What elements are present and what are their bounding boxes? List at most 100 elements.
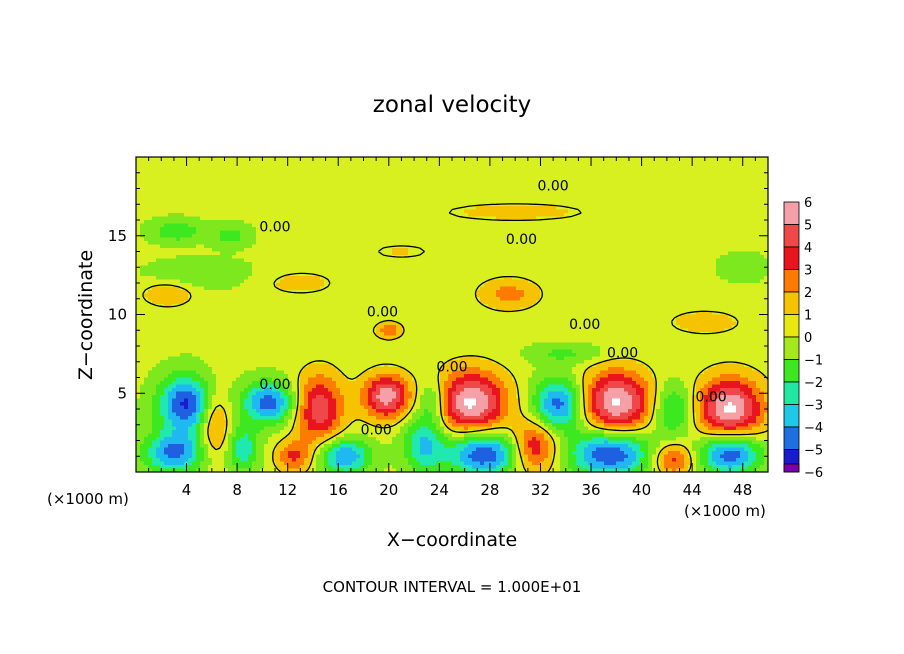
- field-cell: [764, 258, 768, 263]
- field-cell: [256, 230, 261, 235]
- field-cell: [352, 195, 357, 200]
- field-cell: [224, 220, 229, 225]
- field-cell: [460, 262, 465, 267]
- field-cell: [432, 230, 437, 235]
- field-cell: [312, 157, 317, 162]
- field-cell: [308, 185, 313, 190]
- field-cell: [596, 262, 601, 267]
- field-cell: [324, 206, 329, 211]
- field-cell: [404, 216, 409, 221]
- field-cell: [200, 199, 205, 204]
- field-cell: [220, 258, 225, 263]
- field-cell: [528, 181, 533, 186]
- field-cell: [728, 255, 733, 260]
- field-cell: [420, 185, 425, 190]
- field-cell: [184, 234, 189, 239]
- field-cell: [512, 220, 517, 225]
- field-cell: [412, 167, 417, 172]
- field-cell: [504, 185, 509, 190]
- field-cell: [228, 216, 233, 221]
- field-cell: [476, 227, 481, 232]
- field-cell: [148, 258, 153, 263]
- field-cell: [348, 251, 353, 256]
- field-cell: [700, 157, 705, 162]
- field-cell: [348, 241, 353, 246]
- field-cell: [444, 206, 449, 211]
- field-cell: [344, 265, 349, 270]
- field-cell: [232, 244, 237, 249]
- field-cell: [624, 174, 629, 179]
- field-cell: [580, 157, 585, 162]
- field-cell: [444, 164, 449, 169]
- field-cell: [312, 248, 317, 253]
- field-cell: [428, 237, 433, 242]
- field-cell: [376, 244, 381, 249]
- field-cell: [512, 185, 517, 190]
- field-cell: [372, 241, 377, 246]
- field-cell: [668, 160, 673, 165]
- field-cell: [528, 174, 533, 179]
- field-cell: [324, 220, 329, 225]
- field-cell: [628, 230, 633, 235]
- field-cell: [532, 248, 537, 253]
- field-cell: [156, 227, 161, 232]
- field-cell: [732, 206, 737, 211]
- field-cell: [612, 248, 617, 253]
- field-cell: [416, 171, 421, 176]
- field-cell: [684, 178, 689, 183]
- field-cell: [356, 255, 361, 260]
- field-cell: [352, 181, 357, 186]
- field-cell: [204, 206, 209, 211]
- field-cell: [576, 188, 581, 193]
- field-cell: [704, 241, 709, 246]
- field-cell: [160, 157, 165, 162]
- field-cell: [680, 237, 685, 242]
- field-cell: [700, 251, 705, 256]
- field-cell: [360, 237, 365, 242]
- field-cell: [692, 209, 697, 214]
- field-cell: [228, 265, 233, 270]
- field-cell: [412, 181, 417, 186]
- field-cell: [188, 223, 193, 228]
- field-cell: [636, 202, 641, 207]
- field-cell: [420, 220, 425, 225]
- field-cell: [144, 227, 149, 232]
- field-cell: [756, 213, 761, 218]
- field-cell: [272, 230, 277, 235]
- field-cell: [452, 244, 457, 249]
- field-cell: [604, 202, 609, 207]
- field-cell: [180, 174, 185, 179]
- field-cell: [248, 171, 253, 176]
- field-cell: [636, 164, 641, 169]
- field-cell: [548, 237, 553, 242]
- field-cell: [752, 216, 757, 221]
- field-cell: [532, 251, 537, 256]
- field-cell: [296, 265, 301, 270]
- field-cell: [500, 265, 505, 270]
- field-cell: [620, 262, 625, 267]
- field-cell: [764, 262, 768, 267]
- field-cell: [644, 262, 649, 267]
- field-cell: [260, 248, 265, 253]
- field-cell: [560, 220, 565, 225]
- field-cell: [380, 220, 385, 225]
- field-cell: [292, 244, 297, 249]
- field-cell: [564, 220, 569, 225]
- field-cell: [652, 220, 657, 225]
- field-cell: [472, 241, 477, 246]
- field-cell: [216, 213, 221, 218]
- field-cell: [288, 195, 293, 200]
- field-cell: [624, 164, 629, 169]
- field-cell: [440, 248, 445, 253]
- field-cell: [696, 234, 701, 239]
- field-cell: [192, 230, 197, 235]
- field-cell: [716, 188, 721, 193]
- field-cell: [240, 185, 245, 190]
- field-cell: [296, 216, 301, 221]
- field-cell: [512, 251, 517, 256]
- field-cell: [236, 174, 241, 179]
- field-cell: [516, 220, 521, 225]
- field-cell: [456, 220, 461, 225]
- field-cell: [404, 199, 409, 204]
- field-cell: [464, 185, 469, 190]
